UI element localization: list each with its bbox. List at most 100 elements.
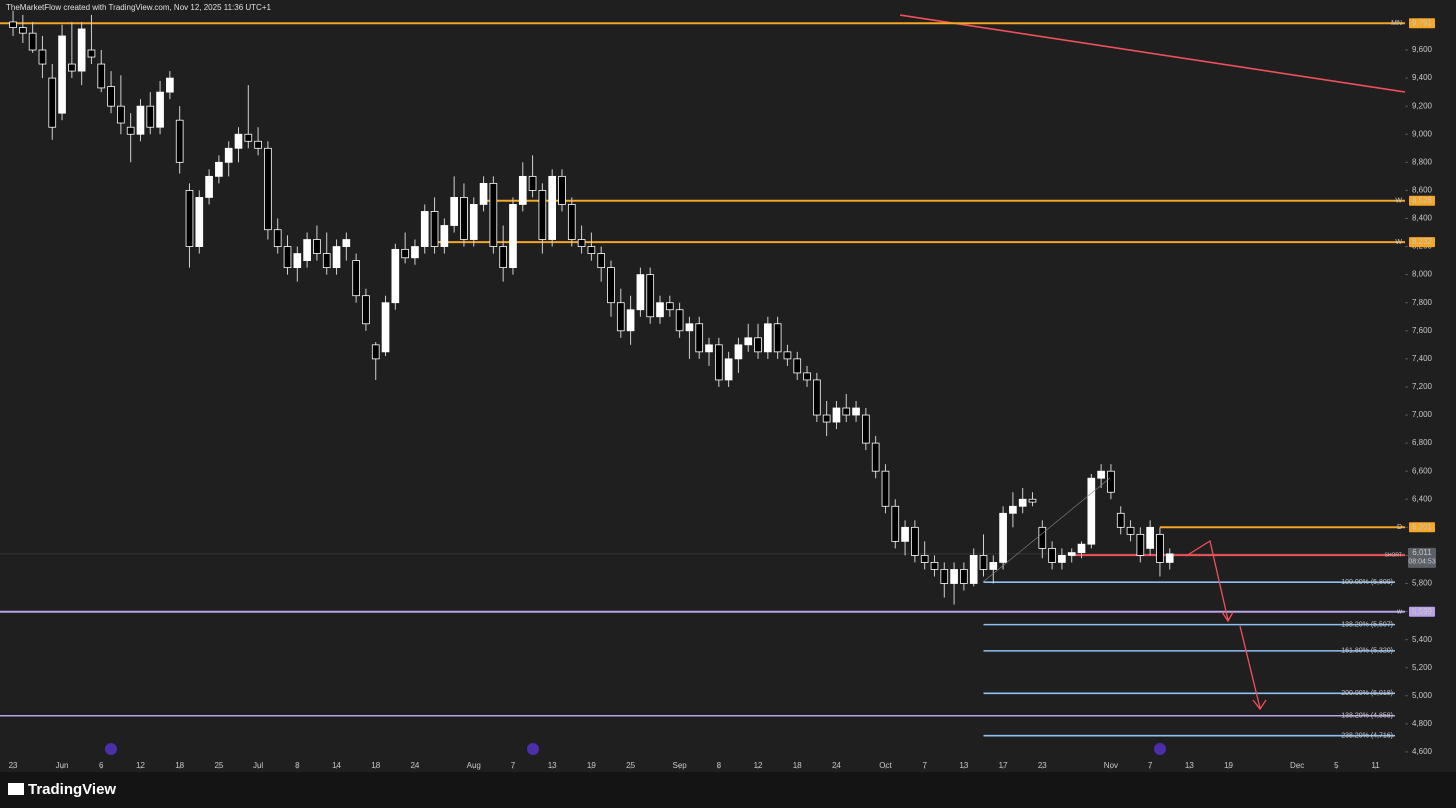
x-tick-label: 13	[1185, 761, 1194, 770]
candle-body	[411, 246, 419, 259]
candle-body	[685, 323, 694, 332]
candle-body	[175, 119, 184, 163]
candle-body	[587, 246, 596, 254]
candle-body	[764, 323, 772, 353]
x-tick-label: 24	[410, 761, 419, 770]
x-tick-label: 23	[9, 761, 18, 770]
candle-body	[979, 555, 988, 570]
level-label: W	[1395, 198, 1402, 205]
y-tick-label: 6,600	[1412, 466, 1433, 475]
candle-body	[940, 569, 949, 584]
candle-body	[1097, 470, 1105, 479]
candle-body	[185, 190, 194, 247]
candle-body	[734, 344, 743, 360]
candle-body	[813, 379, 821, 416]
candle-body	[322, 253, 331, 269]
y-tick-label: 4,600	[1412, 747, 1433, 756]
x-tick-label: 19	[1224, 761, 1233, 770]
candle-body	[136, 105, 145, 135]
x-tick-label: Jul	[253, 761, 263, 770]
candle-body	[489, 182, 498, 247]
candle-body	[215, 161, 223, 177]
candle-body	[254, 140, 262, 149]
candle-body	[1058, 555, 1066, 563]
candle-body	[724, 358, 733, 381]
fib-label: 100.00% (5,809)	[1341, 579, 1393, 586]
x-tick-label: 18	[793, 761, 802, 770]
level-label: W	[1395, 239, 1402, 246]
candle-body	[332, 246, 341, 269]
x-tick-label: Jun	[56, 761, 69, 770]
event-icon[interactable]	[1154, 743, 1166, 755]
candle-body	[705, 344, 713, 353]
x-tick-label: 23	[1038, 761, 1047, 770]
x-tick-label: 5	[1334, 761, 1339, 770]
candle-body	[548, 175, 557, 240]
candle-body	[1126, 526, 1135, 535]
y-tick-label: 8,400	[1412, 214, 1433, 223]
candle-body	[146, 105, 155, 128]
x-tick-label: 24	[832, 761, 841, 770]
candle-body	[156, 91, 164, 128]
candle-body	[842, 407, 851, 416]
arrow-head	[1252, 699, 1267, 711]
candle-body	[881, 470, 890, 507]
x-tick-label: Nov	[1104, 761, 1118, 770]
level-price-box	[1409, 18, 1435, 29]
candle-body	[273, 229, 282, 247]
candle-body	[381, 302, 390, 353]
y-tick-label: 7,000	[1412, 410, 1433, 419]
candle-body	[87, 49, 96, 58]
fib-label: 138.20% (4,858)	[1341, 713, 1393, 720]
candle-body	[28, 32, 37, 51]
x-tick-label: 7	[922, 761, 927, 770]
candle-body	[822, 414, 831, 423]
candle-body	[342, 239, 351, 247]
candle-body	[244, 133, 253, 142]
y-tick-label: 9,600	[1412, 45, 1433, 54]
candle-body	[744, 337, 753, 346]
level-price-label: 6,201	[1412, 522, 1433, 531]
candle-body	[58, 35, 66, 114]
level-price-box	[1409, 195, 1435, 206]
level-price-label: 8,232	[1412, 237, 1433, 246]
plot-background	[0, 0, 1456, 772]
candle-body	[9, 21, 17, 28]
candle-body	[999, 512, 1007, 563]
candle-body	[646, 274, 655, 318]
y-tick-label: 6,800	[1412, 438, 1433, 447]
candle-body	[313, 239, 321, 254]
event-icon[interactable]	[105, 743, 117, 755]
candle-body	[656, 302, 664, 318]
candle-body	[117, 105, 125, 124]
x-tick-label: 18	[175, 761, 184, 770]
candle-body	[1077, 543, 1086, 554]
logo-mark	[8, 783, 24, 795]
candle-body	[1165, 553, 1174, 563]
candle-body	[567, 204, 576, 240]
y-tick-label: 5,000	[1412, 691, 1433, 700]
y-tick-label: 9,000	[1412, 129, 1433, 138]
candle-body	[538, 190, 547, 240]
candle-body	[754, 337, 762, 353]
x-tick-label: 18	[371, 761, 380, 770]
candle-body	[1067, 552, 1076, 556]
y-tick-label: 5,800	[1412, 579, 1433, 588]
level-label: w	[1396, 609, 1403, 616]
candle-body	[430, 211, 439, 247]
event-icon[interactable]	[527, 743, 539, 755]
candle-body	[352, 260, 360, 297]
y-tick-label: 6,400	[1412, 494, 1433, 503]
candle-body	[920, 555, 929, 563]
candle-body	[303, 239, 311, 261]
candle-body	[48, 77, 57, 128]
candle-body	[1136, 533, 1145, 556]
candle-body	[68, 63, 76, 72]
countdown-label: 08:04:53	[1408, 559, 1435, 566]
y-tick-label: 8,000	[1412, 270, 1433, 279]
candle-body	[852, 407, 860, 416]
candle-body	[469, 204, 478, 240]
trendline	[900, 14, 1406, 93]
candle-body	[195, 197, 204, 247]
